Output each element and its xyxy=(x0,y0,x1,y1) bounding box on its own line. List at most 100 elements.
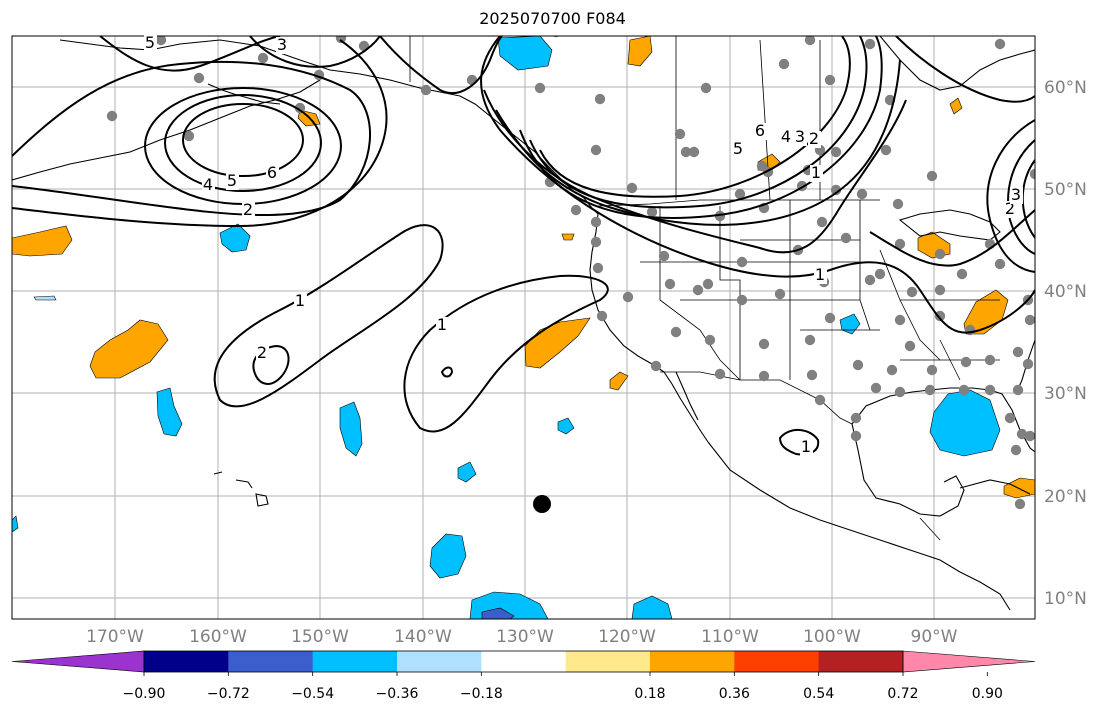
contour-label: 1 xyxy=(811,163,821,182)
negative-anomaly xyxy=(631,595,673,619)
colorbar-segment xyxy=(397,651,482,672)
station-dot xyxy=(420,84,432,96)
colorbar-tick-label: −0.36 xyxy=(376,686,419,702)
colorbar-segment xyxy=(818,651,904,672)
station-dot xyxy=(934,248,946,260)
longitude-label: 110°W xyxy=(701,627,759,647)
station-dot xyxy=(816,216,828,228)
station-dot xyxy=(824,74,836,86)
graticule xyxy=(12,36,1035,619)
station-dot xyxy=(778,58,790,70)
station-dot xyxy=(1014,498,1026,510)
station-dot xyxy=(592,262,604,274)
station-dot xyxy=(824,312,836,324)
contour-ring-1 xyxy=(986,119,1035,273)
station-dot xyxy=(534,82,546,94)
station-dot xyxy=(736,256,748,268)
station-dot xyxy=(183,130,195,142)
contour-2 xyxy=(12,39,388,228)
positive-anomaly xyxy=(561,233,575,241)
station-dot xyxy=(294,102,306,114)
negative-anomaly xyxy=(497,36,553,71)
station-dot xyxy=(736,294,748,306)
contour-label: 4 xyxy=(781,127,791,146)
contour-label-bg xyxy=(794,129,807,146)
station-dot xyxy=(714,210,726,222)
latitude-label: 30°N xyxy=(1044,384,1087,404)
station-dot xyxy=(193,72,205,84)
positive-anomaly xyxy=(627,36,653,67)
colorbar-segment xyxy=(650,651,735,672)
contour-label: 1 xyxy=(295,291,305,310)
station-dot xyxy=(994,258,1006,270)
station-dot xyxy=(956,268,968,280)
latitude-label: 20°N xyxy=(1044,487,1087,507)
contour-label: 6 xyxy=(267,163,277,182)
contour-3 xyxy=(12,60,371,216)
contour-label-bg xyxy=(294,293,307,310)
station-dot xyxy=(894,238,906,250)
colorbar-tick-label: 0.54 xyxy=(803,686,834,702)
station-dot xyxy=(984,384,996,396)
station-dot xyxy=(870,382,882,394)
station-dot xyxy=(700,82,712,94)
station-dot xyxy=(814,394,826,406)
station-dot xyxy=(804,334,816,346)
contour-2-east xyxy=(869,209,1035,267)
station-dot xyxy=(926,170,938,182)
station-dot xyxy=(106,110,118,122)
station-dot xyxy=(1012,346,1024,358)
colorbar-tick-label: −0.54 xyxy=(291,686,334,702)
contour-label-bg xyxy=(202,177,215,194)
station-dot xyxy=(1024,430,1035,442)
colorbar: −0.90 −0.72 −0.54 −0.36 −0.18 0.18 0.36 0.54 0.7… xyxy=(11,650,1036,702)
station-dot xyxy=(734,188,746,200)
station-dot xyxy=(646,206,658,218)
contour-4-canada xyxy=(519,36,883,219)
negative-anomaly xyxy=(429,533,467,579)
colorbar-tick-label: 0.36 xyxy=(719,686,750,702)
map-panel xyxy=(12,36,1035,619)
station-dot xyxy=(830,184,842,196)
colorbar-segment xyxy=(312,651,398,672)
colorbar-segment xyxy=(481,651,567,672)
station-dot xyxy=(664,278,676,290)
station-dot xyxy=(590,144,602,156)
station-dot xyxy=(880,144,892,156)
station-dot xyxy=(1029,168,1035,180)
strong-negative-anomaly xyxy=(481,607,515,619)
contour-6-canada xyxy=(539,36,851,198)
station-dot xyxy=(1022,358,1034,370)
longitude-label: 120°W xyxy=(598,627,656,647)
latitude-label: 10°N xyxy=(1044,589,1087,609)
contour-3-canada xyxy=(495,59,901,226)
station-dot xyxy=(155,36,167,46)
station-dot xyxy=(714,368,726,380)
colorbar-tick-label: −0.18 xyxy=(460,686,503,702)
station-dot xyxy=(257,52,269,64)
station-dot xyxy=(680,146,692,158)
station-dot xyxy=(892,198,904,210)
contour-small xyxy=(440,366,454,378)
contour-label: 5 xyxy=(227,171,237,190)
longitude-label: 90°W xyxy=(911,627,958,647)
contour-label-bg xyxy=(1010,187,1023,204)
station-dot xyxy=(658,250,670,262)
contour-6 xyxy=(182,103,304,177)
station-dot xyxy=(758,370,770,382)
station-dot xyxy=(466,74,478,86)
station-dot xyxy=(806,369,818,381)
contour-label: 5 xyxy=(145,33,155,52)
contour-label-bg xyxy=(732,141,745,158)
contour-upper-right xyxy=(895,36,1035,103)
station-dot xyxy=(1010,444,1022,456)
negative-anomaly xyxy=(457,461,477,483)
negative-anomaly xyxy=(12,515,19,533)
longitude-label: 100°W xyxy=(803,627,861,647)
contour-label-bg xyxy=(808,131,821,148)
longitude-label: 160°W xyxy=(189,627,247,647)
colorbar-segment xyxy=(734,651,820,672)
colorbar-tick-label: 0.90 xyxy=(972,686,1003,702)
contour-ring-2 xyxy=(1007,139,1035,255)
